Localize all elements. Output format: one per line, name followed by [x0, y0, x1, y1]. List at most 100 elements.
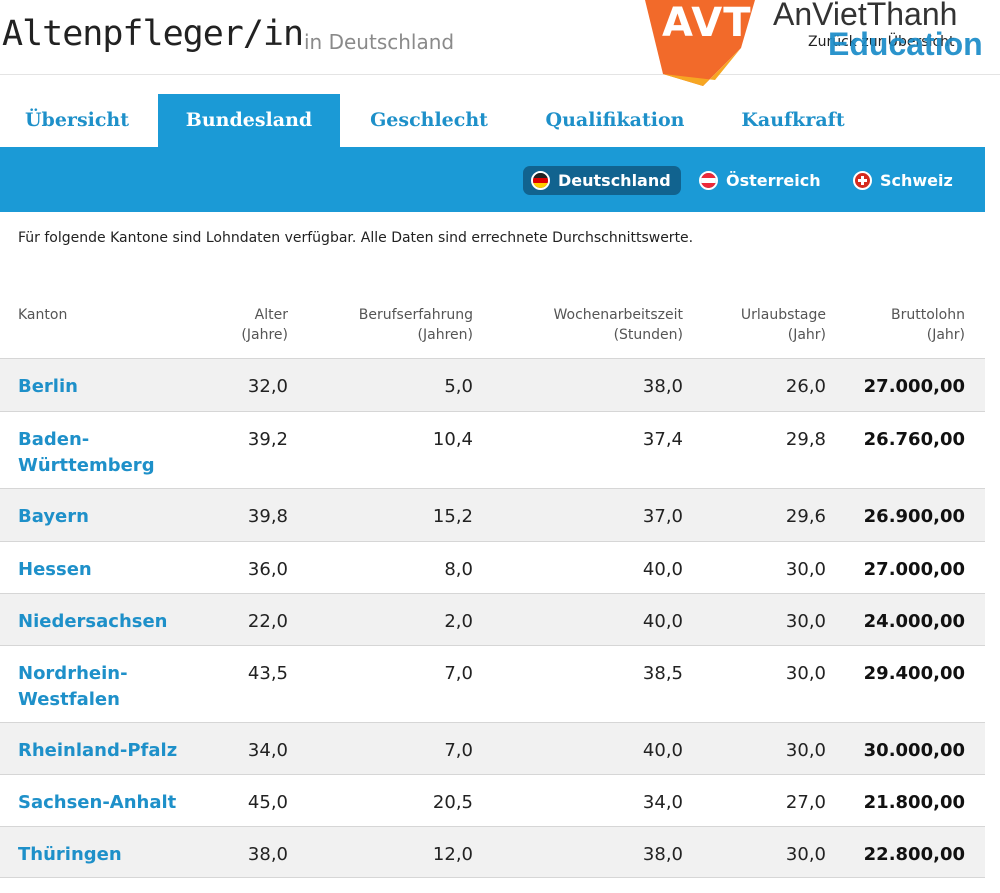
- back-to-overview-link[interactable]: Zurück zur Übersicht: [808, 34, 955, 50]
- cell-wochenarbeitszeit: 40,0: [642, 611, 683, 632]
- cell-urlaubstage: 30,0: [785, 740, 826, 761]
- cell-wochenarbeitszeit: 40,0: [642, 740, 683, 761]
- column-header-label: Bruttolohn: [891, 307, 965, 323]
- table-row: Rheinland-Pfalz 34,0 7,0 40,0 30,0 30.00…: [0, 722, 985, 774]
- cell-urlaubstage: 26,0: [785, 376, 826, 397]
- cell-alter: 43,5: [247, 663, 288, 684]
- country-label: Schweiz: [880, 171, 953, 190]
- tab-kaufkraft[interactable]: Kaufkraft: [741, 109, 845, 131]
- cell-berufserfahrung: 20,5: [432, 792, 473, 813]
- cell-bruttolohn: 30.000,00: [863, 740, 965, 761]
- cell-bruttolohn: 24.000,00: [863, 611, 965, 632]
- cell-urlaubstage: 27,0: [785, 792, 826, 813]
- cell-wochenarbeitszeit: 37,0: [642, 506, 683, 527]
- country-oesterreich-button[interactable]: Österreich: [691, 166, 831, 195]
- column-header-unit: (Jahr): [787, 327, 826, 343]
- column-header-label: Alter: [254, 307, 288, 323]
- column-header-label: Urlaubstage: [740, 307, 826, 323]
- bundesland-link[interactable]: Berlin: [18, 376, 78, 397]
- bundesland-link[interactable]: Thüringen: [18, 844, 122, 865]
- cell-berufserfahrung: 2,0: [444, 611, 473, 632]
- column-header-label: Berufserfahrung: [358, 307, 473, 323]
- country-label: Österreich: [726, 171, 821, 190]
- table-row: Bayern 39,8 15,2 37,0 29,6 26.900,00: [0, 488, 985, 541]
- cell-urlaubstage: 30,0: [785, 559, 826, 580]
- tab-geschlecht[interactable]: Geschlecht: [370, 109, 488, 131]
- cell-wochenarbeitszeit: 38,0: [642, 844, 683, 865]
- table-row: Baden-Württemberg 39,2 10,4 37,4 29,8 26…: [0, 411, 985, 488]
- column-header-label: Wochenarbeitszeit: [553, 307, 684, 323]
- bundesland-link[interactable]: Sachsen-Anhalt: [18, 792, 177, 813]
- bundesland-link[interactable]: Bayern: [18, 506, 89, 527]
- table-row: Nordrhein-Westfalen 43,5 7,0 38,5 30,0 2…: [0, 645, 985, 722]
- info-note: Für folgende Kantone sind Lohndaten verf…: [18, 230, 694, 246]
- cell-berufserfahrung: 7,0: [444, 663, 473, 684]
- cell-alter: 39,8: [247, 506, 288, 527]
- column-header-berufserfahrung: Berufserfahrung (Jahren): [359, 305, 473, 345]
- cell-wochenarbeitszeit: 40,0: [642, 559, 683, 580]
- table-row: Niedersachsen 22,0 2,0 40,0 30,0 24.000,…: [0, 593, 985, 645]
- column-header-unit: (Jahren): [417, 327, 473, 343]
- bundesland-link[interactable]: Nordrhein-Westfalen: [18, 663, 128, 710]
- column-header-label: Kanton: [18, 307, 68, 323]
- cell-wochenarbeitszeit: 37,4: [642, 429, 683, 450]
- austria-flag-icon: [699, 171, 718, 190]
- page-subtitle: in Deutschland: [304, 30, 455, 54]
- bundesland-link[interactable]: Baden-Württemberg: [18, 429, 155, 476]
- cell-urlaubstage: 30,0: [785, 844, 826, 865]
- cell-wochenarbeitszeit: 38,0: [642, 376, 683, 397]
- country-schweiz-button[interactable]: Schweiz: [845, 166, 963, 195]
- avt-logo-icon: [645, 0, 755, 86]
- table-row: Thüringen 38,0 12,0 38,0 30,0 22.800,00: [0, 826, 985, 878]
- cell-bruttolohn: 27.000,00: [863, 376, 965, 397]
- cell-urlaubstage: 29,8: [785, 429, 826, 450]
- cell-bruttolohn: 21.800,00: [863, 792, 965, 813]
- bundesland-link[interactable]: Niedersachsen: [18, 611, 168, 632]
- cell-alter: 39,2: [247, 429, 288, 450]
- cell-berufserfahrung: 8,0: [444, 559, 473, 580]
- watermark-brand-subline: Education: [828, 26, 983, 62]
- cell-wochenarbeitszeit: 34,0: [642, 792, 683, 813]
- column-header-alter: Alter (Jahre): [241, 305, 288, 345]
- cell-urlaubstage: 30,0: [785, 663, 826, 684]
- cell-urlaubstage: 30,0: [785, 611, 826, 632]
- cell-wochenarbeitszeit: 38,5: [642, 663, 683, 684]
- column-header-wochenarbeitszeit: Wochenarbeitszeit (Stunden): [554, 305, 684, 345]
- watermark-brand-name: AnVietThanh: [773, 0, 958, 32]
- tab-uebersicht[interactable]: Übersicht: [24, 109, 130, 131]
- cell-bruttolohn: 29.400,00: [863, 663, 965, 684]
- column-header-kanton: Kanton: [18, 305, 67, 325]
- table-header: Kanton Alter (Jahre) Berufserfahrung (Ja…: [0, 305, 985, 359]
- cell-berufserfahrung: 7,0: [444, 740, 473, 761]
- cell-bruttolohn: 26.760,00: [863, 429, 965, 450]
- column-header-urlaubstage: Urlaubstage (Jahr): [741, 305, 826, 345]
- germany-flag-icon: [531, 171, 550, 190]
- table-row: Sachsen-Anhalt 45,0 20,5 34,0 27,0 21.80…: [0, 774, 985, 826]
- bundesland-link[interactable]: Hessen: [18, 559, 92, 580]
- table-row: Hessen 36,0 8,0 40,0 30,0 27.000,00: [0, 541, 985, 593]
- cell-berufserfahrung: 10,4: [432, 429, 473, 450]
- cell-bruttolohn: 27.000,00: [863, 559, 965, 580]
- cell-berufserfahrung: 15,2: [432, 506, 473, 527]
- cell-alter: 36,0: [247, 559, 288, 580]
- country-deutschland-button[interactable]: Deutschland: [523, 166, 681, 195]
- cell-urlaubstage: 29,6: [785, 506, 826, 527]
- switzerland-flag-icon: [853, 171, 872, 190]
- cell-alter: 32,0: [247, 376, 288, 397]
- table-row: Berlin 32,0 5,0 38,0 26,0 27.000,00: [0, 358, 985, 411]
- tab-bundesland[interactable]: Bundesland: [158, 94, 340, 147]
- cell-alter: 34,0: [247, 740, 288, 761]
- tab-bar: Übersicht Bundesland Geschlecht Qualifik…: [0, 94, 985, 147]
- country-selector-bar: Deutschland Österreich Schweiz: [0, 147, 985, 212]
- cell-bruttolohn: 26.900,00: [863, 506, 965, 527]
- cell-alter: 22,0: [247, 611, 288, 632]
- cell-berufserfahrung: 12,0: [432, 844, 473, 865]
- cell-alter: 45,0: [247, 792, 288, 813]
- logo-text: AVT: [662, 0, 752, 46]
- bundesland-link[interactable]: Rheinland-Pfalz: [18, 740, 178, 761]
- column-header-unit: (Stunden): [613, 327, 683, 343]
- column-header-unit: (Jahre): [241, 327, 288, 343]
- column-header-unit: (Jahr): [926, 327, 965, 343]
- country-label: Deutschland: [558, 171, 671, 190]
- tab-qualifikation[interactable]: Qualifikation: [545, 109, 685, 131]
